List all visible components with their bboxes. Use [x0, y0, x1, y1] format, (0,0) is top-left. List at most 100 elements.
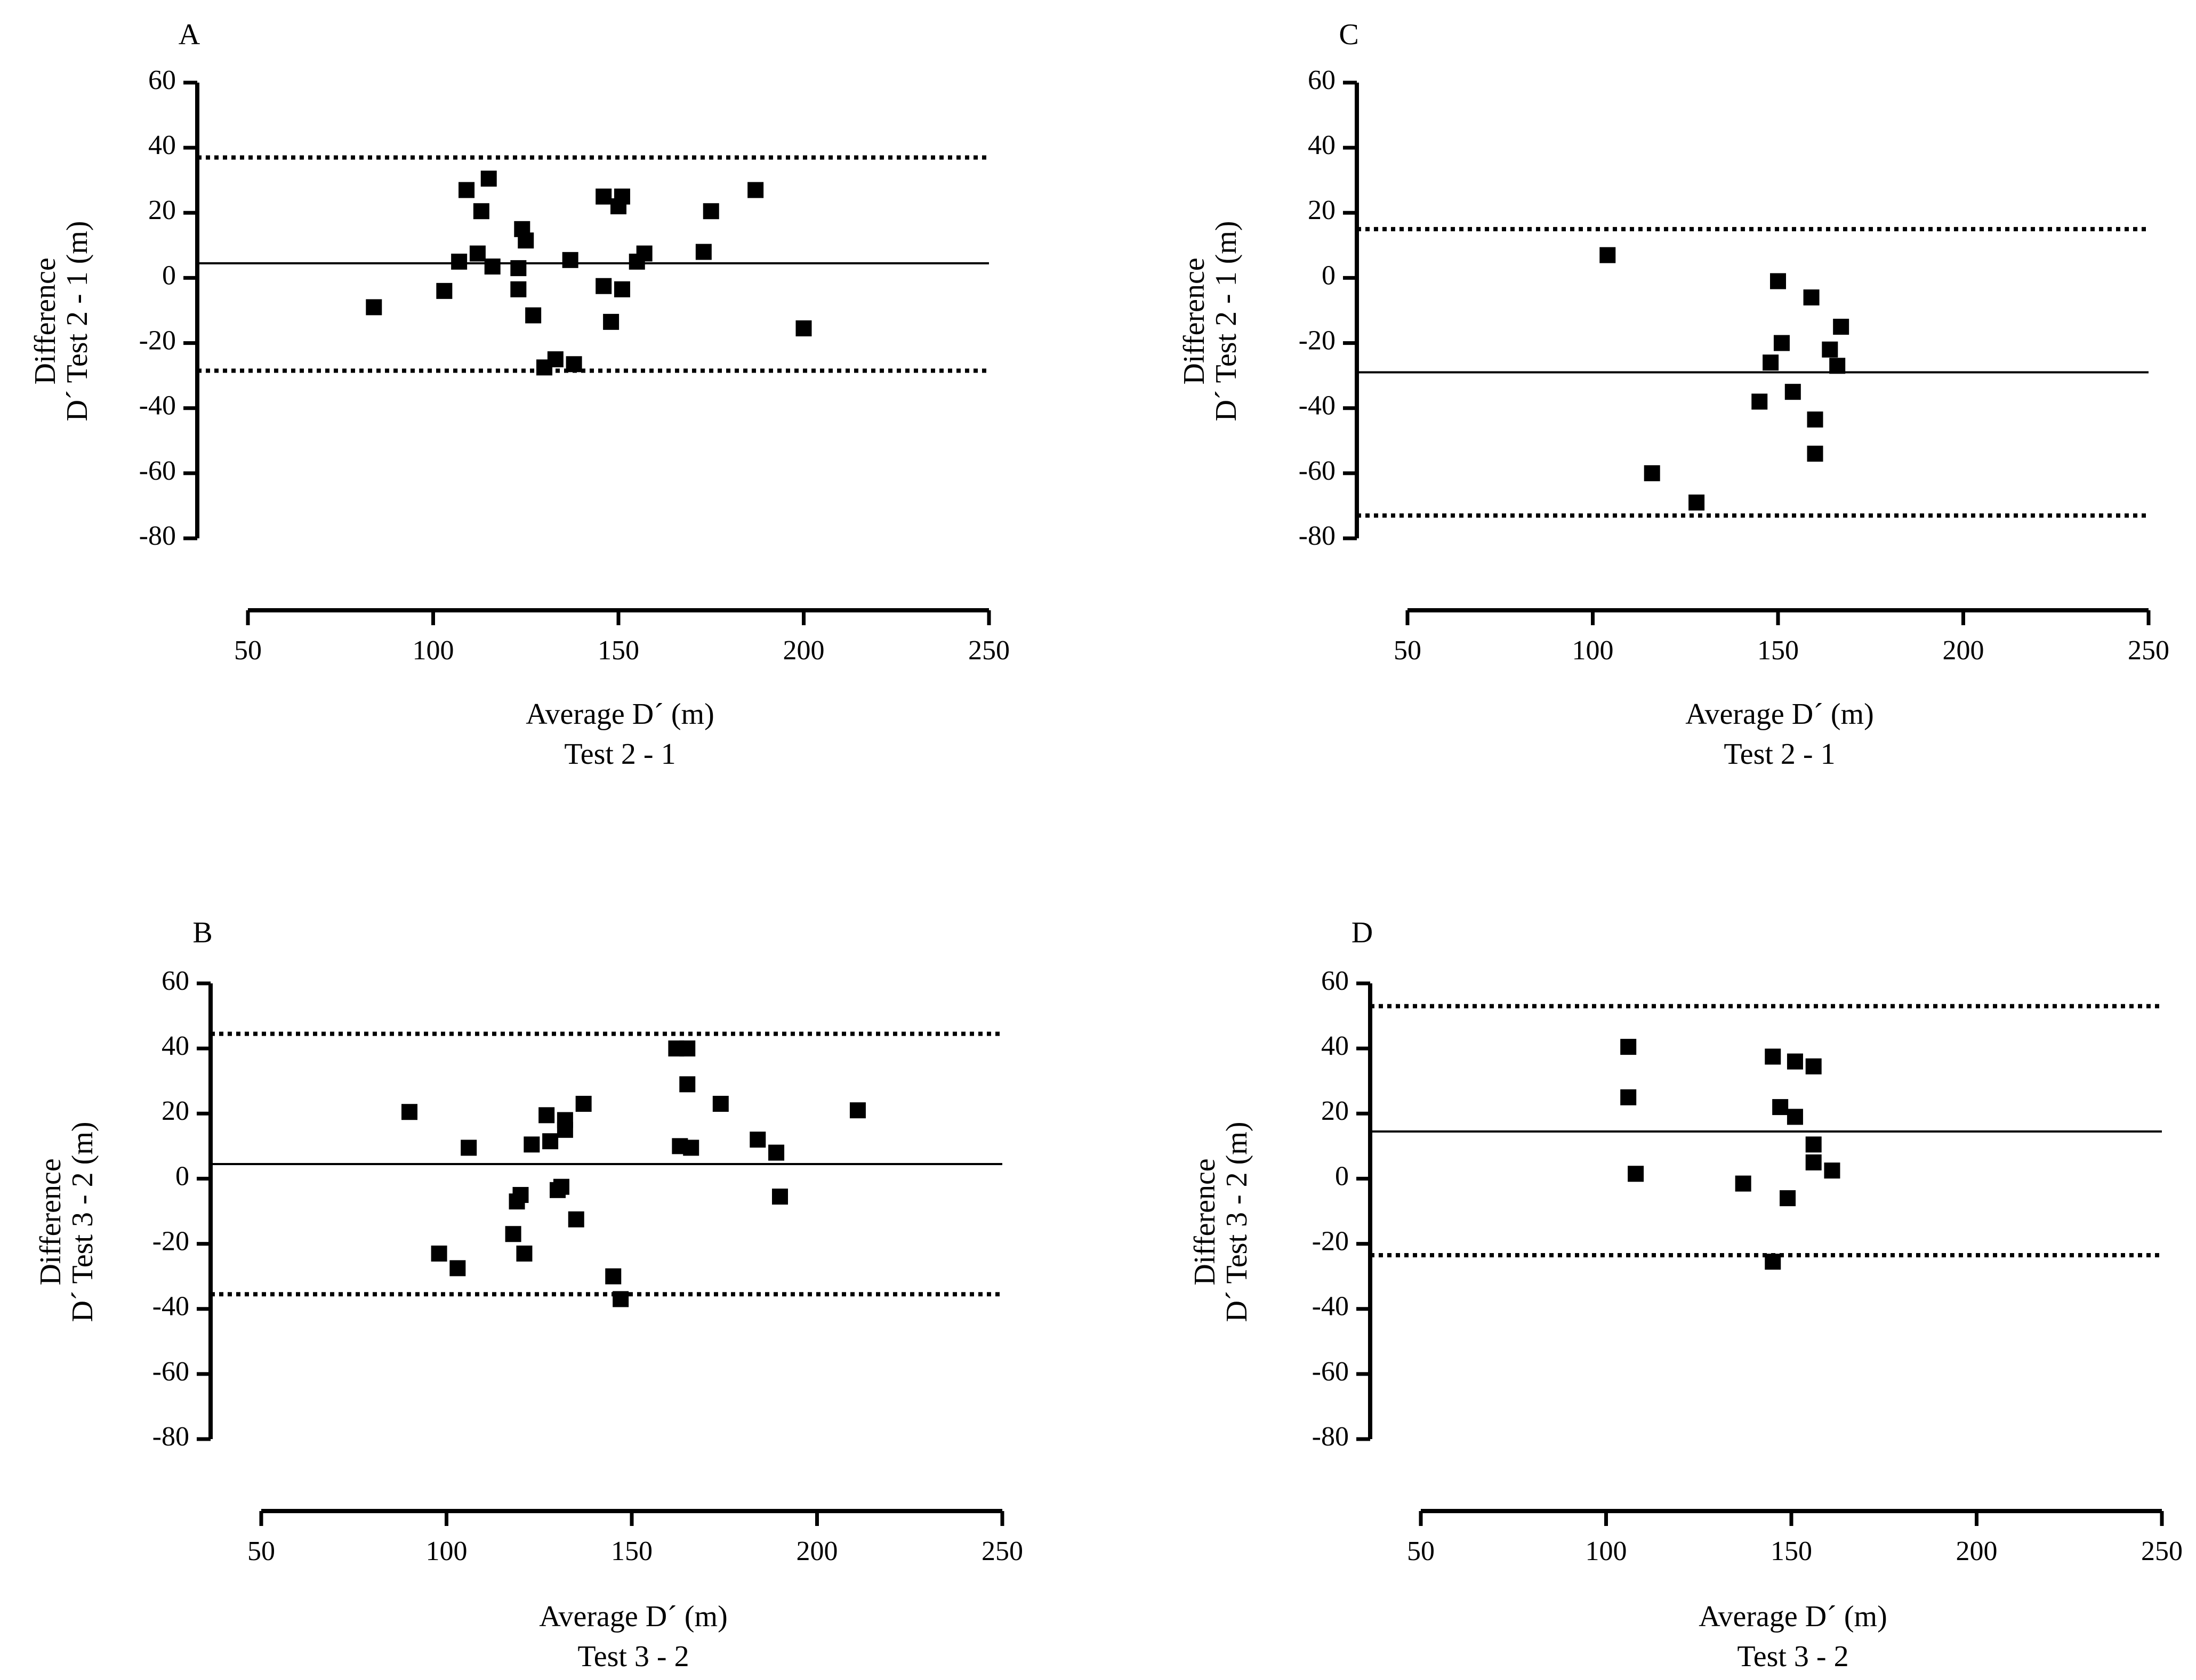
data-point — [1644, 465, 1660, 481]
data-point — [510, 260, 526, 276]
data-point — [1804, 289, 1820, 305]
data-point — [747, 182, 763, 198]
data-point — [1785, 384, 1801, 400]
data-point — [1735, 1176, 1751, 1192]
data-point — [796, 320, 812, 336]
y-tick-label: -80 — [1299, 521, 1336, 551]
data-point — [1772, 1099, 1788, 1115]
x-tick-label: 250 — [2141, 1536, 2183, 1566]
panel-letter: A — [179, 18, 200, 51]
data-point — [449, 1260, 465, 1276]
y-tick-label: 60 — [1321, 966, 1349, 996]
y-tick-label: 0 — [1335, 1161, 1349, 1191]
y-tick-label: -60 — [152, 1356, 189, 1387]
y-tick-label: -20 — [139, 326, 176, 356]
data-point — [696, 244, 712, 260]
data-point — [750, 1132, 766, 1148]
y-tick-label: 40 — [148, 130, 176, 160]
y-tick-label: -40 — [1299, 391, 1336, 421]
data-point — [768, 1145, 784, 1161]
data-point — [548, 351, 564, 367]
x-tick-label: 250 — [2128, 635, 2169, 666]
data-point — [473, 203, 489, 219]
x-tick-label: 50 — [1407, 1536, 1435, 1566]
y-tick-label: 40 — [162, 1031, 189, 1061]
data-point — [1806, 1154, 1822, 1170]
y-axis-title: D´ Test 3 - 2 (m) — [66, 1121, 99, 1322]
y-tick-label: 60 — [1308, 65, 1336, 95]
data-point — [713, 1096, 729, 1112]
data-point — [1763, 354, 1779, 370]
data-point — [679, 1076, 695, 1092]
data-point — [1688, 495, 1704, 511]
x-tick-label: 50 — [1394, 635, 1421, 666]
y-axis-title: D´ Test 2 - 1 (m) — [61, 221, 94, 421]
data-point — [596, 278, 612, 294]
data-point — [1770, 273, 1786, 289]
y-axis-title: Difference — [29, 257, 62, 384]
y-tick-label: -20 — [1299, 326, 1336, 356]
y-tick-label: -80 — [139, 521, 176, 551]
data-point — [679, 1040, 695, 1056]
y-tick-label: 40 — [1321, 1031, 1349, 1061]
data-point — [1833, 319, 1849, 335]
data-point — [505, 1226, 521, 1242]
data-point — [568, 1211, 584, 1227]
y-tick-label: -20 — [152, 1226, 189, 1257]
x-tick-label: 50 — [234, 635, 262, 666]
data-point — [683, 1140, 699, 1156]
y-tick-label: 0 — [1322, 260, 1336, 290]
panel-letter: D — [1352, 916, 1373, 949]
panel-letter: C — [1339, 18, 1358, 51]
x-tick-label: 200 — [1943, 635, 1984, 666]
data-point — [1822, 342, 1838, 358]
data-point — [613, 1291, 629, 1307]
data-point — [431, 1246, 447, 1262]
data-point — [562, 252, 578, 268]
data-point — [1774, 335, 1790, 351]
x-tick-label: 100 — [426, 1536, 468, 1566]
data-point — [458, 182, 474, 198]
data-point — [1765, 1254, 1781, 1270]
x-axis-title: Test 2 - 1 — [564, 738, 675, 771]
data-point — [538, 1107, 554, 1123]
y-axis-title: D´ Test 2 - 1 (m) — [1210, 221, 1243, 421]
data-point — [470, 246, 486, 262]
x-tick-label: 100 — [413, 635, 454, 666]
figure-canvas: A6040200-20-40-60-8050 100 150 200 250Differ… — [0, 0, 2196, 1680]
data-point — [557, 1112, 573, 1128]
data-point — [524, 1136, 540, 1152]
data-point — [1620, 1039, 1636, 1055]
data-point — [1765, 1048, 1781, 1064]
data-point — [1824, 1162, 1840, 1178]
data-point — [366, 299, 382, 315]
y-tick-label: 20 — [1308, 195, 1336, 225]
x-tick-label: 100 — [1572, 635, 1614, 666]
data-point — [614, 281, 630, 297]
data-point — [1806, 1059, 1822, 1075]
y-tick-label: -40 — [152, 1291, 189, 1322]
y-tick-label: -20 — [1312, 1226, 1349, 1257]
data-point — [1787, 1054, 1803, 1070]
y-tick-label: -80 — [152, 1421, 189, 1452]
data-point — [1806, 1136, 1822, 1152]
data-point — [516, 1246, 532, 1262]
data-point — [461, 1140, 477, 1156]
data-point — [603, 314, 619, 330]
data-point — [1787, 1109, 1803, 1125]
data-point — [510, 281, 526, 297]
data-point — [525, 308, 541, 324]
data-point — [1751, 394, 1767, 410]
y-axis-title: D´ Test 3 - 2 (m) — [1220, 1121, 1253, 1322]
x-axis-title: Average D´ (m) — [539, 1600, 727, 1633]
data-point — [703, 203, 719, 219]
y-tick-label: 20 — [1321, 1096, 1349, 1126]
y-tick-label: -40 — [139, 391, 176, 421]
x-tick-label: 150 — [1771, 1536, 1812, 1566]
x-tick-label: 50 — [247, 1536, 275, 1566]
data-point — [1807, 446, 1823, 462]
data-point — [850, 1102, 866, 1118]
